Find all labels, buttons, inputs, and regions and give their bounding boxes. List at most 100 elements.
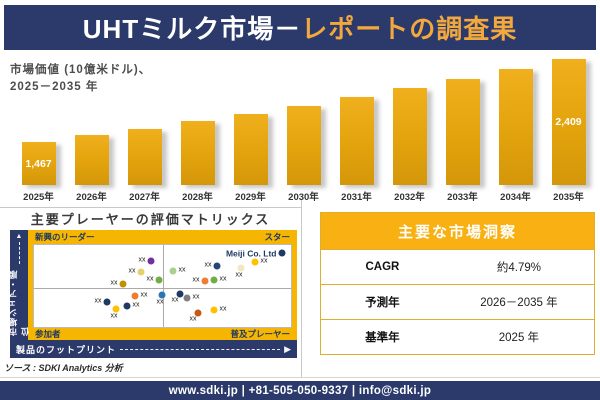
point-label: xx bbox=[204, 261, 212, 269]
x-axis-dashed-line bbox=[120, 348, 281, 350]
insights-value: 2026－2035 年 bbox=[480, 297, 558, 309]
bar-group: 1,467 2025年 bbox=[12, 55, 65, 203]
quadrant-label-top-left: 新興のリーダー bbox=[35, 232, 95, 242]
point-label: xx bbox=[219, 305, 227, 313]
chart-note-line2: 2025－2035 年 bbox=[10, 80, 99, 93]
quadrant-label-bottom-left: 参加者 bbox=[35, 329, 61, 339]
y-axis-dashed-line bbox=[18, 242, 20, 264]
insights-label: 基準年 bbox=[365, 332, 400, 344]
x-axis-tick-label: 2028年 bbox=[182, 192, 213, 203]
point-label: xx bbox=[260, 257, 268, 265]
x-axis-tick-label: 2026年 bbox=[76, 192, 107, 203]
matrix-point: xx bbox=[139, 257, 155, 265]
bar-chart: 1,467 2025年 2026年 2027年 2028年 2029年 2030年 2031年… bbox=[12, 55, 595, 203]
matrix-point: xx bbox=[129, 268, 145, 276]
chart-note-line1: 市場価値 (10億米ドル)、 bbox=[10, 64, 152, 76]
point-label: xx bbox=[178, 266, 186, 274]
footer-contact-bar: www.sdki.jp | +81-505-050-9337 | info@sd… bbox=[0, 381, 600, 400]
insights-row-base-year: 基準年 2025 年 bbox=[321, 319, 594, 354]
bar: 2,409 bbox=[551, 59, 586, 185]
matrix-point: xx bbox=[172, 290, 184, 304]
quadrant-label-bottom-right: 普及プレーヤー bbox=[230, 329, 290, 339]
matrix-point: xx bbox=[169, 267, 186, 275]
x-axis-tick-label: 2027年 bbox=[129, 192, 160, 203]
header-banner: UHTミルク市場－ レポートの調査果 bbox=[4, 5, 596, 50]
bar-value-label: 2,409 bbox=[555, 116, 582, 128]
point-label: xx bbox=[128, 267, 136, 275]
insights-header: 主要な市場洞察 bbox=[321, 213, 594, 249]
insights-value: 約4.79% bbox=[496, 262, 541, 274]
bar-group: 2033年 bbox=[436, 55, 489, 203]
matrix-y-axis-label: 市場シェア・順位 bbox=[8, 269, 30, 337]
x-axis-tick-label: 2029年 bbox=[235, 192, 266, 203]
point-label: xx bbox=[192, 293, 200, 301]
matrix-plot: xx xx xx xx xx xx xx xx xx xx Meiji Co. Ltd xx xx xx x… bbox=[33, 244, 292, 328]
matrix-x-axis-label: 製品のフットプリント bbox=[16, 344, 117, 355]
matrix-point: xx bbox=[123, 302, 140, 310]
matrix-point-highlighted: Meiji Co. Ltd bbox=[226, 249, 286, 259]
matrix-point: xx bbox=[190, 309, 202, 323]
matrix-x-axis-bar: 製品のフットプリント ▶ bbox=[10, 340, 297, 358]
matrix-point: xx bbox=[193, 277, 209, 285]
divider-horizontal-left bbox=[0, 207, 301, 208]
bar bbox=[498, 69, 533, 185]
matrix-title: 主要プレーヤーの評価マトリックス bbox=[30, 212, 271, 227]
point-label: xx bbox=[192, 276, 200, 284]
bar-value-label: 1,467 bbox=[25, 157, 52, 170]
matrix-point: xx bbox=[111, 305, 120, 320]
matrix-point: xx bbox=[95, 298, 111, 306]
bar-group: 2034年 bbox=[489, 55, 542, 203]
point-label: xx bbox=[138, 256, 146, 264]
bar-group: 2,409 2035年 bbox=[542, 55, 595, 203]
quadrant-divider-horizontal bbox=[34, 288, 291, 290]
bar-group: 2027年 bbox=[118, 55, 171, 203]
bar bbox=[445, 79, 480, 185]
arrow-up-icon: ▲ bbox=[15, 233, 23, 240]
insights-row-forecast: 予測年 2026－2035 年 bbox=[321, 284, 594, 319]
point-label: xx bbox=[219, 275, 227, 283]
bar-group: 2029年 bbox=[224, 55, 277, 203]
point-label: xx bbox=[171, 296, 179, 304]
bar bbox=[180, 121, 215, 185]
matrix-point: xx bbox=[210, 306, 227, 314]
point-label: xx bbox=[94, 297, 102, 305]
insights-value: 2025 年 bbox=[498, 332, 540, 344]
divider-vertical bbox=[301, 200, 302, 377]
matrix-body: 新興のリーダー スター xx xx xx xx xx xx xx xx xx xx Meiji Co… bbox=[28, 230, 297, 340]
point-label: xx bbox=[110, 279, 118, 287]
matrix-point: xx bbox=[147, 276, 163, 284]
matrix-point: xx bbox=[131, 292, 148, 300]
bar-group: 2026年 bbox=[65, 55, 118, 203]
insights-label: 予測年 bbox=[365, 297, 400, 309]
matrix-point: xx bbox=[183, 294, 200, 302]
matrix-point: xx bbox=[111, 280, 127, 288]
point-label: xx bbox=[146, 275, 154, 283]
quadrant-label-top-right: スター bbox=[264, 232, 290, 242]
matrix-point: xx bbox=[157, 291, 166, 306]
point-label: xx bbox=[189, 315, 197, 323]
page-title-white: UHTミルク市場－ bbox=[82, 14, 302, 44]
source-note: ソース : SDKI Analytics 分析 bbox=[4, 363, 123, 373]
bar-group: 2032年 bbox=[383, 55, 436, 203]
matrix-point: xx bbox=[210, 276, 227, 284]
x-axis-tick-label: 2034年 bbox=[500, 192, 531, 203]
player-evaluation-matrix: ▲ 市場シェア・順位 新興のリーダー スター xx xx xx xx xx xx xx xx x… bbox=[8, 230, 297, 358]
bar bbox=[392, 88, 427, 185]
chart-axis-note: 市場価値 (10億米ドル)、 2025－2035 年 bbox=[10, 62, 151, 95]
quadrant-divider-vertical bbox=[162, 245, 164, 327]
point-label: xx bbox=[156, 298, 164, 306]
x-axis-tick-label: 2025年 bbox=[23, 192, 54, 203]
bar bbox=[74, 135, 109, 185]
point-label: xx bbox=[235, 271, 243, 279]
point-label: xx bbox=[140, 291, 148, 299]
bar-group: 2030年 bbox=[277, 55, 330, 203]
bar-group: 2028年 bbox=[171, 55, 224, 203]
matrix-point: xx bbox=[251, 258, 268, 266]
insights-label: CAGR bbox=[365, 261, 400, 273]
x-axis-tick-label: 2030年 bbox=[288, 192, 319, 203]
x-axis-tick-label: 2035年 bbox=[553, 192, 584, 203]
bar bbox=[286, 106, 321, 185]
page-title-gold: レポートの調査果 bbox=[301, 14, 518, 44]
matrix-point: xx bbox=[205, 262, 221, 270]
company-name-label: Meiji Co. Ltd bbox=[225, 248, 277, 259]
